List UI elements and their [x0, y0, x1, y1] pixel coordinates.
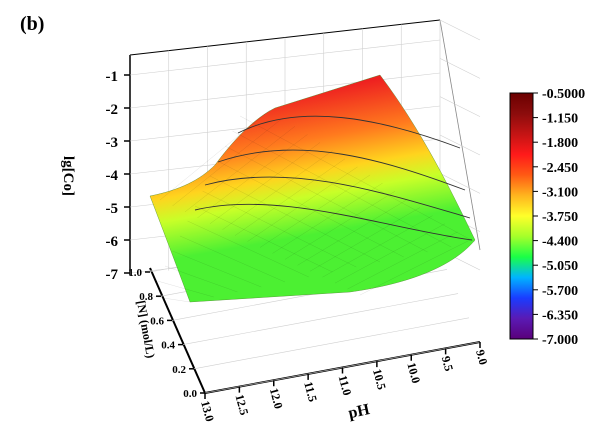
z-ticks: -1 -2 -3 -4 -5 -6 -7 [106, 69, 130, 283]
colorbar-tick-label: -1.800 [542, 136, 578, 151]
surface-grid-line [239, 115, 476, 243]
z-tick-label: -3 [106, 135, 119, 151]
surface-grid-line [222, 150, 333, 230]
surface-grid-line [172, 250, 262, 288]
colorbar-tick-label: -5.700 [542, 284, 578, 299]
contour-line [194, 203, 473, 241]
surface-wireframe [149, 109, 476, 303]
grid-line [439, 173, 481, 194]
z-axis-label: lg[Co] [60, 156, 76, 196]
n-axis-label: [N] (mol/L) [134, 299, 158, 359]
surface-grid-line [194, 205, 333, 273]
z-tick-label: -7 [106, 267, 119, 283]
surface-grid-line [224, 145, 428, 253]
colorbar [509, 92, 534, 340]
n-axis-line [149, 267, 206, 394]
surface-grid-line [359, 239, 471, 296]
surface-grid-line [232, 130, 452, 248]
surface-grid-line [172, 117, 283, 207]
grid-line [439, 19, 481, 41]
contour-line [204, 176, 471, 219]
grid-line [439, 58, 481, 79]
grid-line [439, 134, 481, 156]
n-tick-label: 0.8 [139, 291, 153, 303]
surface-grid-line [157, 280, 214, 298]
surface-grid-line [217, 160, 404, 258]
colorbar-tick-label: -4.400 [542, 235, 578, 250]
ph-tick-label: 12.0 [267, 386, 286, 410]
n-tick-label: 0.6 [150, 315, 164, 327]
n-tick-label: 0.2 [172, 364, 186, 376]
ph-ticks: 13.0 12.5 12.0 11.5 11.0 10.5 10.0 9.5 9.0 [198, 342, 491, 423]
surface-grid-line [284, 191, 396, 260]
z-tick-label: -4 [106, 168, 119, 184]
n-tick-label: 0.4 [161, 340, 175, 352]
surface-grid-line [202, 190, 357, 268]
colorbar-tick-label: -3.100 [542, 185, 578, 200]
surface-grid-line [322, 215, 433, 278]
surface-grid-line [234, 158, 346, 236]
ph-tick-label: 10.5 [370, 367, 389, 391]
surface-grid-line [209, 175, 381, 263]
colorbar-tick-label: -7.000 [542, 333, 578, 348]
surface-grid-line [247, 166, 358, 242]
surface-grid-line [309, 207, 421, 272]
back-wall-right-edge [439, 19, 481, 251]
surface-mesh [149, 74, 476, 303]
surface-grid-line [347, 231, 458, 290]
surface-grid-line [184, 126, 296, 213]
ph-tick-label: 13.0 [198, 399, 217, 423]
surface-grid-line [149, 295, 191, 303]
z-tick-label: -2 [106, 102, 119, 118]
z-tick-label: -1 [106, 69, 119, 85]
surface-grid-line [187, 220, 309, 278]
contour-line [237, 115, 461, 149]
ph-tick-label: 10.0 [404, 361, 423, 385]
grid-line [182, 293, 459, 345]
ph-tick-label: 11.5 [301, 380, 320, 403]
grid-line [193, 317, 470, 370]
colorbar-tick-label: -5.050 [542, 259, 578, 274]
ph-tick-label: 9.5 [439, 355, 456, 373]
ph-axis-label: pH [347, 401, 372, 422]
surface-grid-line [334, 223, 446, 284]
surface-grid-line [159, 109, 271, 201]
surface-grid-line [164, 265, 238, 293]
ph-tick-label: 9.0 [473, 348, 490, 366]
grid-line [439, 96, 481, 117]
n-tick-label: 1.0 [128, 267, 142, 279]
surface-grid-line [259, 174, 371, 248]
colorbar-tick-label: -3.750 [542, 210, 578, 225]
panel-label: (b) [20, 13, 44, 35]
ph-tick-label: 11.0 [336, 374, 355, 397]
contour-line [217, 149, 466, 191]
z-tick-label: -5 [106, 201, 119, 217]
surface-grid-line [197, 134, 308, 219]
contour-lines [194, 115, 473, 241]
colorbar-tick-label: -1.150 [542, 112, 578, 127]
colorbar-tick-label: -2.450 [542, 161, 578, 176]
colorbar-ticks: -0.5000 -1.150 -1.800 -2.450 -3.100 -3.750 -4.… [533, 87, 585, 348]
surface-grid-line [272, 182, 383, 254]
colorbar-tick-label: -0.5000 [542, 87, 585, 102]
surface-grid-line [297, 199, 408, 266]
n-ticks: 0.0 0.2 0.4 0.6 0.8 1.0 [128, 267, 205, 400]
colorbar-tick-label: -6.350 [542, 308, 578, 323]
surface-grid-line [209, 142, 321, 224]
ph-tick-label: 12.5 [232, 393, 251, 417]
n-tick-label: 0.0 [183, 388, 197, 400]
surface-grid-line [179, 235, 286, 283]
z-tick-label: -6 [106, 234, 119, 250]
